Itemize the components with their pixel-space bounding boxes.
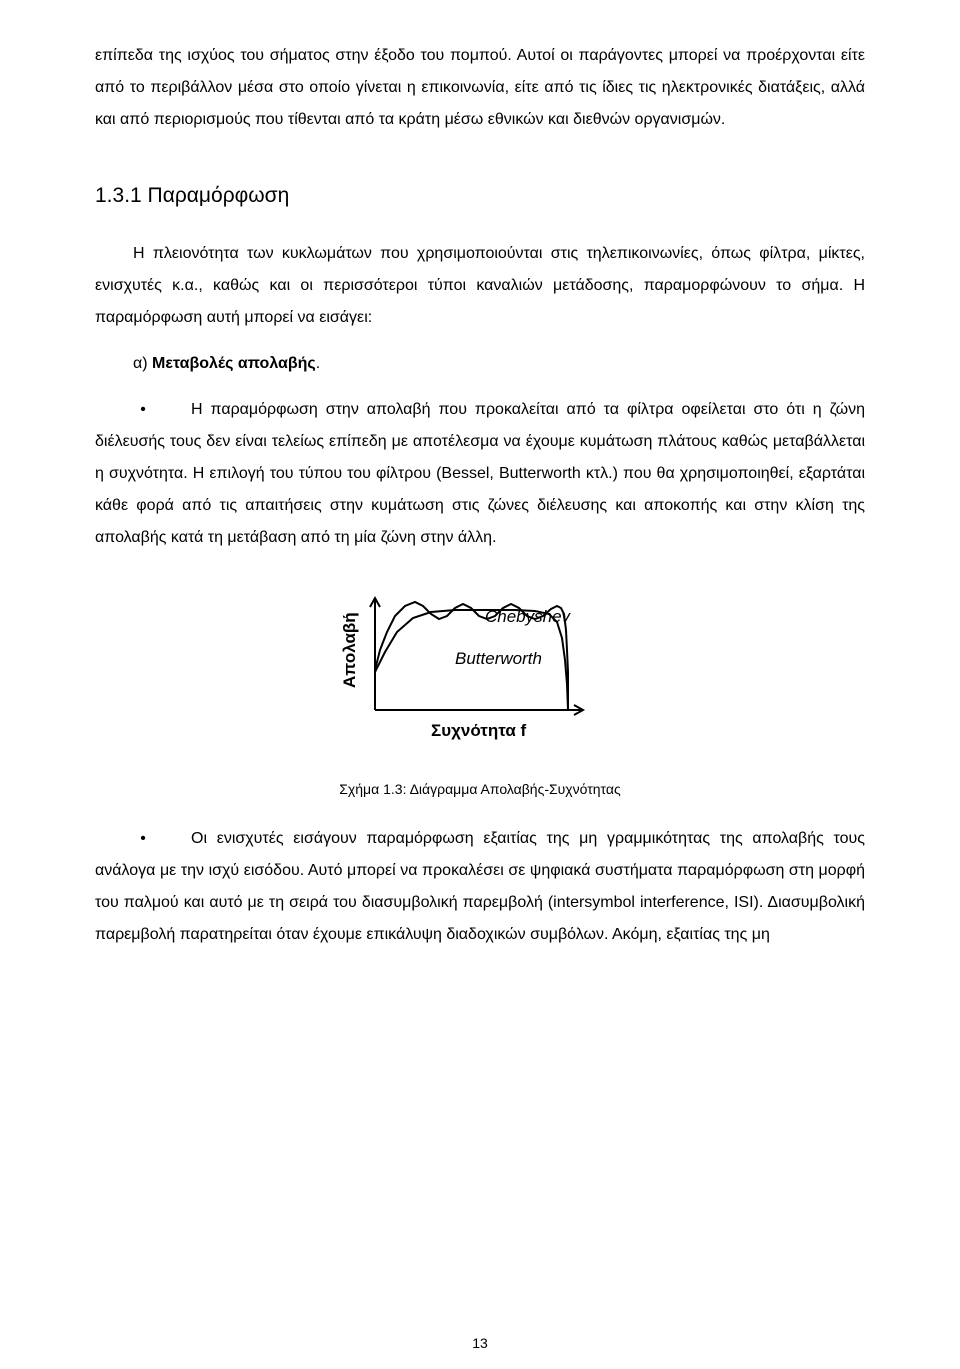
paragraph-2: Η πλειονότητα των κυκλωμάτων που χρησιμο… — [95, 238, 865, 334]
paragraph-3-text: Η παραμόρφωση στην απολαβή που προκαλείτ… — [95, 401, 865, 546]
svg-text:Chebyshev: Chebyshev — [485, 607, 572, 626]
figure-caption: Σχήμα 1.3: Διάγραμμα Απολαβής-Συχνότητας — [95, 781, 865, 797]
bullet-icon: • — [95, 394, 191, 426]
bullet-icon: • — [95, 823, 191, 855]
section-heading: 1.3.1 Παραμόρφωση — [95, 184, 865, 208]
paragraph-4: •Οι ενισχυτές εισάγουν παραμόρφωση εξαιτ… — [95, 823, 865, 951]
paragraph-1: επίπεδα της ισχύος του σήματος στην έξοδ… — [95, 40, 865, 136]
list-item-a-prefix: α) — [133, 355, 152, 372]
figure-gain-frequency: Chebyshev Butterworth Απολαβή Συχνότητα f — [95, 572, 865, 757]
chart-svg: Chebyshev Butterworth Απολαβή Συχνότητα f — [335, 572, 625, 752]
svg-text:Συχνότητα f: Συχνότητα f — [431, 721, 527, 740]
paragraph-4-text: Οι ενισχυτές εισάγουν παραμόρφωση εξαιτί… — [95, 830, 865, 943]
svg-text:Butterworth: Butterworth — [455, 649, 542, 668]
svg-text:Απολαβή: Απολαβή — [340, 612, 359, 688]
paragraph-3: •Η παραμόρφωση στην απολαβή που προκαλεί… — [95, 394, 865, 554]
page: επίπεδα της ισχύος του σήματος στην έξοδ… — [0, 0, 960, 1369]
list-item-a: α) Μεταβολές απολαβής. — [133, 348, 865, 380]
page-number: 13 — [0, 1335, 960, 1351]
list-item-a-label: Μεταβολές απολαβής — [152, 355, 316, 372]
list-item-a-suffix: . — [316, 355, 320, 372]
